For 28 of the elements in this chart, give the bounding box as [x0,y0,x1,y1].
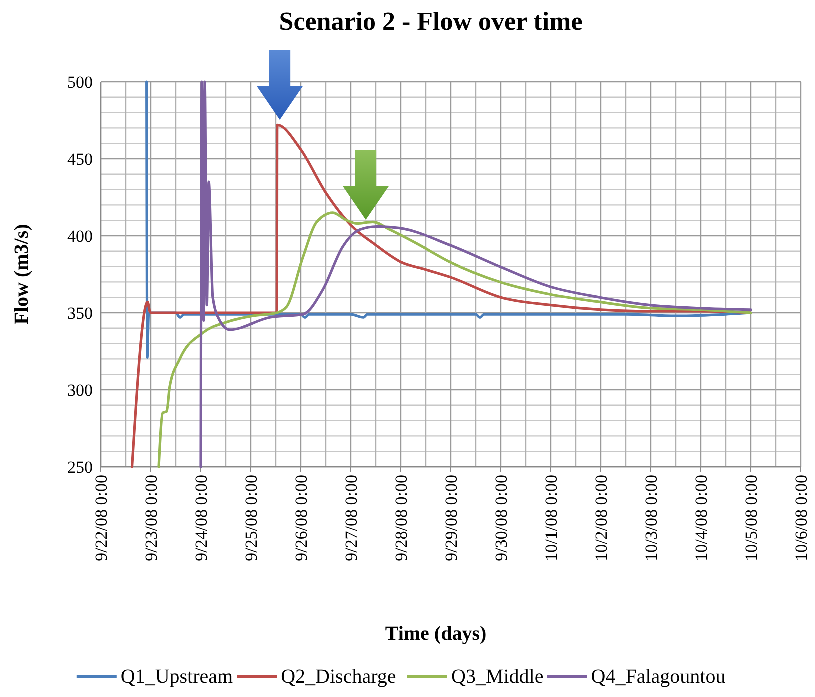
legend-label: Q1_Upstream [120,666,234,688]
chart-title: Scenario 2 - Flow over time [279,7,583,36]
x-tick-label: 9/26/08 0:00 [292,475,311,562]
x-tick-label: 9/30/08 0:00 [492,475,511,562]
y-tick-label: 250 [68,458,93,477]
legend-label: Q3_Middle [452,666,544,688]
legend-label: Q4_Falagountou [591,666,726,688]
x-tick-label: 10/3/08 0:00 [642,475,661,562]
x-tick-label: 10/1/08 0:00 [542,475,561,562]
x-tick-label: 10/4/08 0:00 [692,475,711,562]
legend-label: Q2_Discharge [281,666,396,688]
x-tick-label: 10/6/08 0:00 [792,475,811,562]
y-tick-label: 500 [68,72,93,92]
x-tick-label: 9/23/08 0:00 [142,475,161,562]
y-tick-label: 400 [68,226,93,246]
x-tick-label: 9/24/08 0:00 [192,475,211,562]
x-tick-label: 9/27/08 0:00 [342,475,361,562]
x-axis-title: Time (days) [385,623,487,645]
y-tick-label: 300 [68,380,93,400]
x-tick-label: 10/2/08 0:00 [592,475,611,562]
y-tick-label: 450 [68,150,93,169]
x-tick-label: 9/25/08 0:00 [242,475,261,562]
x-tick-label: 9/22/08 0:00 [92,475,111,562]
x-tick-label: 9/29/08 0:00 [442,475,461,562]
y-tick-label: 350 [68,304,93,323]
x-tick-label: 9/28/08 0:00 [392,475,411,562]
y-axis-title: Flow (m3/s) [11,224,33,325]
x-tick-label: 10/5/08 0:00 [742,475,761,562]
